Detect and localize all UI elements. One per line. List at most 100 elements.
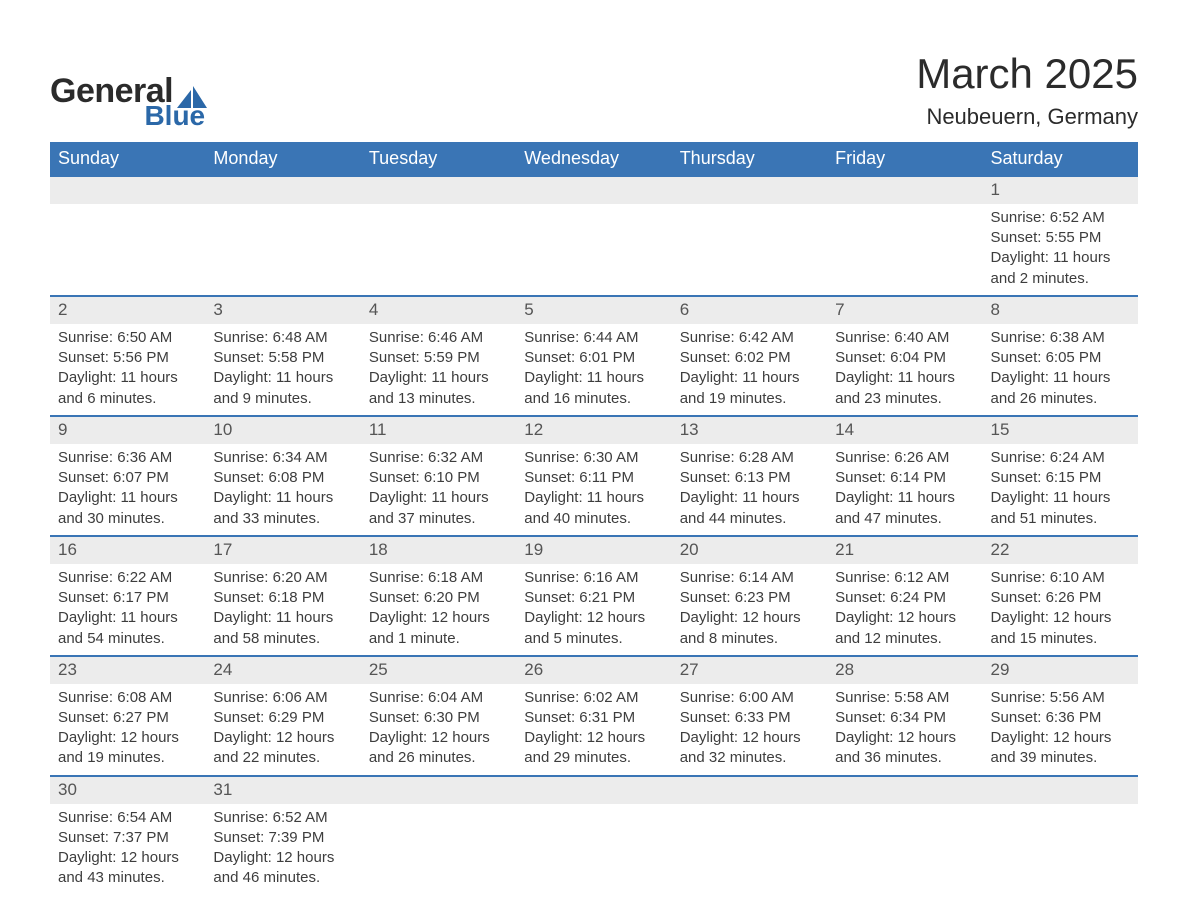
day-detail-cell: Sunrise: 6:00 AMSunset: 6:33 PMDaylight:…	[672, 684, 827, 776]
calendar-table: Sunday Monday Tuesday Wednesday Thursday…	[50, 142, 1138, 899]
day-detail-row: Sunrise: 6:08 AMSunset: 6:27 PMDaylight:…	[50, 684, 1138, 776]
sunset-text: Sunset: 6:18 PM	[213, 588, 352, 608]
day-detail-cell	[361, 804, 516, 899]
sunset-text: Sunset: 6:26 PM	[991, 588, 1130, 608]
day-detail-cell: Sunrise: 6:50 AMSunset: 5:56 PMDaylight:…	[50, 324, 205, 416]
day-number-cell: 26	[516, 656, 671, 684]
day-detail-cell: Sunrise: 6:08 AMSunset: 6:27 PMDaylight:…	[50, 684, 205, 776]
sunrise-text: Sunrise: 6:40 AM	[835, 328, 974, 348]
day-detail-cell: Sunrise: 6:44 AMSunset: 6:01 PMDaylight:…	[516, 324, 671, 416]
day-number-cell	[672, 176, 827, 204]
day-detail-cell	[205, 204, 360, 296]
sunset-text: Sunset: 6:08 PM	[213, 468, 352, 488]
daylight-text: Daylight: 11 hours and 6 minutes.	[58, 368, 197, 409]
day-number-cell: 5	[516, 296, 671, 324]
sunrise-text: Sunrise: 5:56 AM	[991, 688, 1130, 708]
day-detail-cell	[516, 804, 671, 899]
day-detail-cell: Sunrise: 6:34 AMSunset: 6:08 PMDaylight:…	[205, 444, 360, 536]
day-number-cell: 24	[205, 656, 360, 684]
day-detail-cell	[827, 204, 982, 296]
sunset-text: Sunset: 6:13 PM	[680, 468, 819, 488]
daylight-text: Daylight: 11 hours and 47 minutes.	[835, 488, 974, 529]
day-number-cell: 1	[983, 176, 1138, 204]
day-detail-cell: Sunrise: 6:36 AMSunset: 6:07 PMDaylight:…	[50, 444, 205, 536]
sunrise-text: Sunrise: 6:32 AM	[369, 448, 508, 468]
sunset-text: Sunset: 6:11 PM	[524, 468, 663, 488]
sunset-text: Sunset: 7:39 PM	[213, 828, 352, 848]
daylight-text: Daylight: 12 hours and 46 minutes.	[213, 848, 352, 889]
day-number-cell: 9	[50, 416, 205, 444]
day-number-cell: 3	[205, 296, 360, 324]
sunrise-text: Sunrise: 6:38 AM	[991, 328, 1130, 348]
sunset-text: Sunset: 6:23 PM	[680, 588, 819, 608]
sunset-text: Sunset: 6:36 PM	[991, 708, 1130, 728]
day-detail-row: Sunrise: 6:22 AMSunset: 6:17 PMDaylight:…	[50, 564, 1138, 656]
day-number-row: 3031	[50, 776, 1138, 804]
day-detail-cell	[827, 804, 982, 899]
day-detail-cell: Sunrise: 6:28 AMSunset: 6:13 PMDaylight:…	[672, 444, 827, 536]
day-number-cell: 25	[361, 656, 516, 684]
day-detail-cell: Sunrise: 6:38 AMSunset: 6:05 PMDaylight:…	[983, 324, 1138, 416]
sunset-text: Sunset: 6:17 PM	[58, 588, 197, 608]
weekday-header: Saturday	[983, 142, 1138, 176]
daylight-text: Daylight: 11 hours and 19 minutes.	[680, 368, 819, 409]
day-number-cell: 27	[672, 656, 827, 684]
sunset-text: Sunset: 6:15 PM	[991, 468, 1130, 488]
sunset-text: Sunset: 6:07 PM	[58, 468, 197, 488]
daylight-text: Daylight: 12 hours and 39 minutes.	[991, 728, 1130, 769]
sunset-text: Sunset: 6:20 PM	[369, 588, 508, 608]
sunrise-text: Sunrise: 6:02 AM	[524, 688, 663, 708]
day-number-cell: 14	[827, 416, 982, 444]
day-detail-cell: Sunrise: 6:04 AMSunset: 6:30 PMDaylight:…	[361, 684, 516, 776]
page-header: General Blue March 2025 Neubeuern, Germa…	[50, 50, 1138, 130]
day-number-row: 23242526272829	[50, 656, 1138, 684]
day-detail-row: Sunrise: 6:50 AMSunset: 5:56 PMDaylight:…	[50, 324, 1138, 416]
weekday-header: Sunday	[50, 142, 205, 176]
sunrise-text: Sunrise: 6:30 AM	[524, 448, 663, 468]
title-block: March 2025 Neubeuern, Germany	[916, 50, 1138, 130]
day-number-cell: 8	[983, 296, 1138, 324]
day-number-cell: 31	[205, 776, 360, 804]
day-number-cell: 21	[827, 536, 982, 564]
daylight-text: Daylight: 11 hours and 26 minutes.	[991, 368, 1130, 409]
sunrise-text: Sunrise: 5:58 AM	[835, 688, 974, 708]
brand-word-2: Blue	[144, 102, 205, 130]
day-number-cell	[361, 776, 516, 804]
day-detail-cell: Sunrise: 6:40 AMSunset: 6:04 PMDaylight:…	[827, 324, 982, 416]
day-detail-cell	[516, 204, 671, 296]
day-number-cell	[672, 776, 827, 804]
sunrise-text: Sunrise: 6:48 AM	[213, 328, 352, 348]
sunrise-text: Sunrise: 6:50 AM	[58, 328, 197, 348]
day-detail-row: Sunrise: 6:54 AMSunset: 7:37 PMDaylight:…	[50, 804, 1138, 899]
brand-logo: General Blue	[50, 74, 207, 130]
day-number-cell	[516, 776, 671, 804]
weekday-header: Tuesday	[361, 142, 516, 176]
day-number-cell: 15	[983, 416, 1138, 444]
day-number-cell	[205, 176, 360, 204]
location-subtitle: Neubeuern, Germany	[916, 104, 1138, 130]
day-number-cell	[983, 776, 1138, 804]
day-number-cell: 11	[361, 416, 516, 444]
day-detail-cell: Sunrise: 6:52 AMSunset: 7:39 PMDaylight:…	[205, 804, 360, 899]
day-number-cell: 7	[827, 296, 982, 324]
daylight-text: Daylight: 12 hours and 1 minute.	[369, 608, 508, 649]
daylight-text: Daylight: 11 hours and 37 minutes.	[369, 488, 508, 529]
day-detail-cell: Sunrise: 6:24 AMSunset: 6:15 PMDaylight:…	[983, 444, 1138, 536]
daylight-text: Daylight: 11 hours and 54 minutes.	[58, 608, 197, 649]
daylight-text: Daylight: 11 hours and 13 minutes.	[369, 368, 508, 409]
daylight-text: Daylight: 11 hours and 33 minutes.	[213, 488, 352, 529]
daylight-text: Daylight: 11 hours and 2 minutes.	[991, 248, 1130, 289]
daylight-text: Daylight: 12 hours and 5 minutes.	[524, 608, 663, 649]
sunset-text: Sunset: 6:31 PM	[524, 708, 663, 728]
sunrise-text: Sunrise: 6:24 AM	[991, 448, 1130, 468]
day-number-cell: 18	[361, 536, 516, 564]
daylight-text: Daylight: 11 hours and 23 minutes.	[835, 368, 974, 409]
daylight-text: Daylight: 12 hours and 36 minutes.	[835, 728, 974, 769]
day-detail-cell: Sunrise: 6:46 AMSunset: 5:59 PMDaylight:…	[361, 324, 516, 416]
day-number-cell	[827, 176, 982, 204]
day-detail-cell	[983, 804, 1138, 899]
day-number-cell: 10	[205, 416, 360, 444]
day-number-row: 9101112131415	[50, 416, 1138, 444]
daylight-text: Daylight: 12 hours and 15 minutes.	[991, 608, 1130, 649]
sunset-text: Sunset: 6:33 PM	[680, 708, 819, 728]
